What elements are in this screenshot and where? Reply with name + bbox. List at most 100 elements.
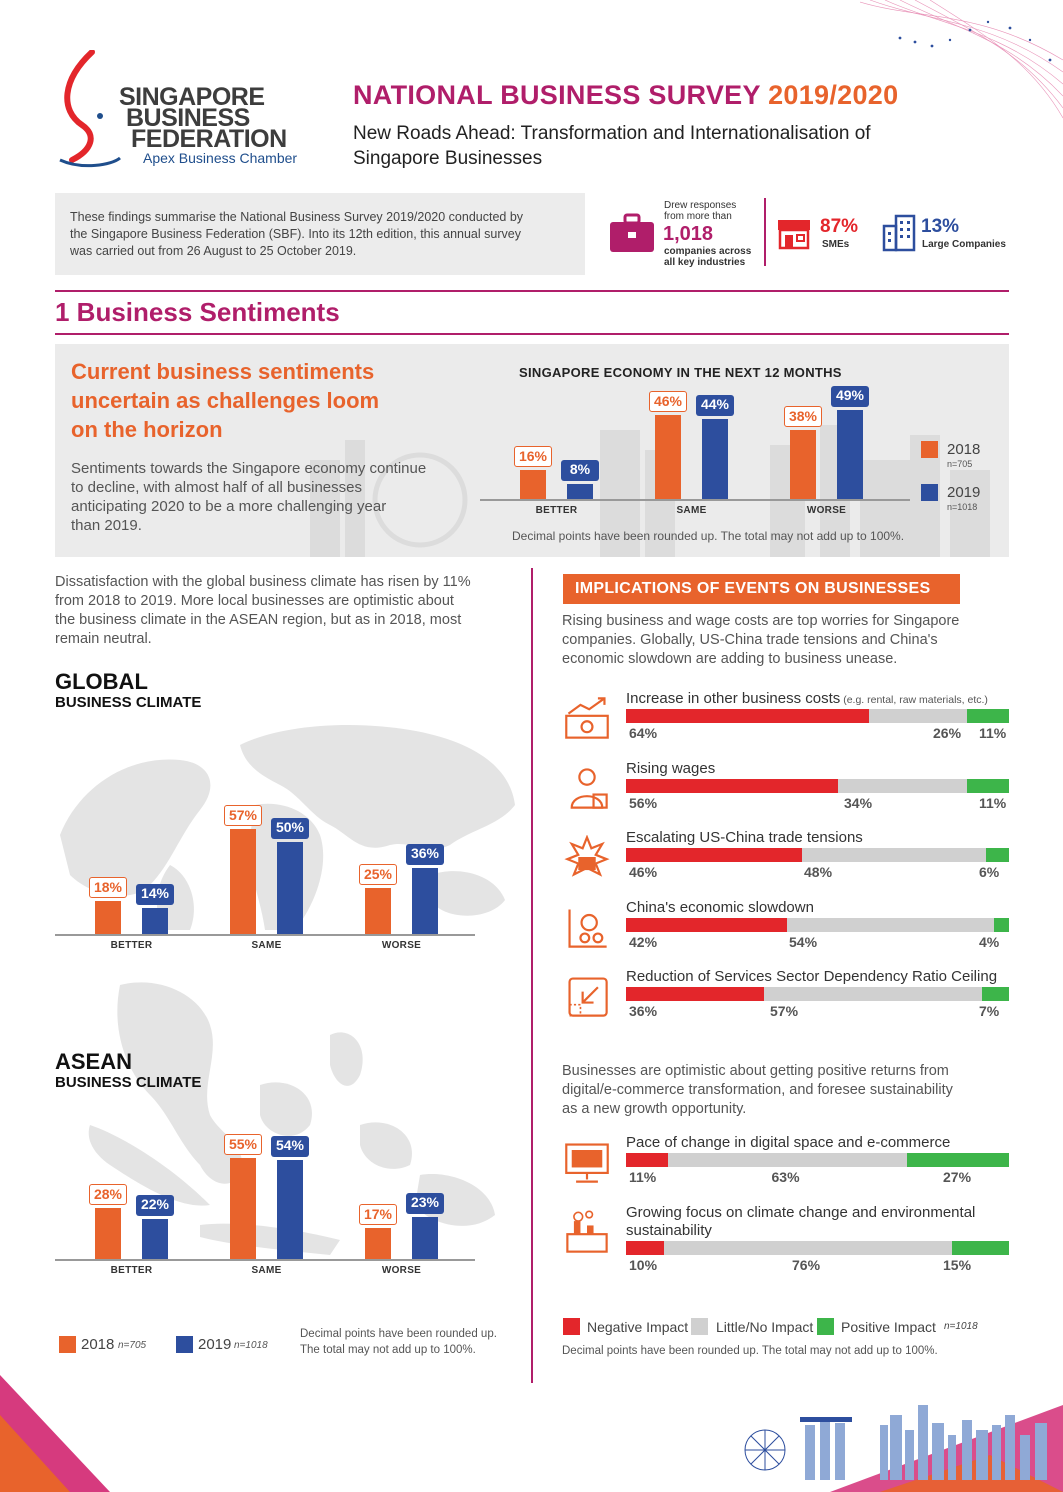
bar-label-2018-worse: 25% bbox=[359, 864, 397, 885]
page-title: NATIONAL BUSINESS SURVEY 2019/2020 bbox=[353, 80, 898, 111]
impact-bar-negative bbox=[626, 1241, 664, 1255]
bar-label-2018-same: 55% bbox=[224, 1134, 262, 1155]
impact-pct-negative: 64% bbox=[629, 725, 658, 741]
bar-label-2018-same: 46% bbox=[649, 391, 687, 412]
impact-bar-little bbox=[668, 1153, 907, 1167]
section-rule-top bbox=[55, 290, 1009, 292]
bar-label-2019-same: 50% bbox=[271, 818, 309, 839]
skyline-illustration bbox=[744, 1405, 1063, 1492]
bar-label-2018-better: 28% bbox=[89, 1184, 127, 1205]
intro-box bbox=[55, 193, 585, 275]
impact-bar-negative bbox=[626, 848, 802, 862]
impact-label-text-2: sustainability bbox=[626, 1222, 712, 1239]
impact-bar-positive bbox=[967, 779, 1009, 793]
sg-economy-chart: 16% 8% BETTER 46% 44% SAME 38% 49% WORSE bbox=[480, 385, 910, 520]
bar-2019-worse bbox=[412, 1217, 438, 1259]
stat-drew-line-2: from more than bbox=[664, 211, 732, 222]
intro-line-2: the Singapore Business Federation (SBF).… bbox=[70, 227, 521, 241]
impact-bar-negative bbox=[626, 779, 838, 793]
impact-pct-positive: 11% bbox=[979, 795, 1007, 811]
impact-label: Reduction of Services Sector Dependency … bbox=[626, 968, 1026, 986]
impact-bar-little bbox=[838, 779, 967, 793]
sg-chart-note: Decimal points have been rounded up. The… bbox=[512, 529, 905, 543]
sg-chart-title: SINGAPORE ECONOMY IN THE NEXT 12 MONTHS bbox=[519, 365, 842, 380]
legend-positive-swatch bbox=[817, 1318, 834, 1335]
ratio-ceiling-icon bbox=[568, 977, 608, 1017]
impact-bar-positive bbox=[952, 1241, 1009, 1255]
bar-2019-worse bbox=[412, 868, 438, 934]
trade-tensions-icon bbox=[564, 835, 610, 877]
legend-positive-label: Positive Impact bbox=[841, 1319, 936, 1335]
left-note-line-1: Decimal points have been rounded up. bbox=[300, 1328, 497, 1340]
bar-2018-better bbox=[95, 1208, 121, 1259]
asean-subtitle: BUSINESS CLIMATE bbox=[55, 1074, 202, 1091]
category-label-same: SAME bbox=[251, 1265, 282, 1276]
logo-line-2: BUSINESS bbox=[126, 104, 250, 132]
left-legend-2019-label: 2019 bbox=[198, 1336, 232, 1353]
bar-label-2019-better: 14% bbox=[136, 884, 174, 905]
left-para-line-1: Dissatisfaction with the global business… bbox=[55, 574, 471, 590]
impact-label: Pace of change in digital space and e-co… bbox=[626, 1134, 1026, 1152]
bar-2018-same bbox=[230, 829, 256, 934]
impact-label-detail: (e.g. rental, raw materials, etc.) bbox=[840, 694, 988, 706]
category-label-worse: WORSE bbox=[381, 940, 422, 951]
stat-drew-line-1: Drew responses bbox=[664, 200, 737, 211]
page-title-year: 2019/2020 bbox=[768, 80, 899, 110]
bar-2019-better bbox=[142, 908, 168, 934]
impact-pct-positive: 15% bbox=[943, 1257, 972, 1273]
sentiment-headline-line-2: uncertain as challenges loom bbox=[71, 388, 380, 413]
impact-bar-little bbox=[802, 848, 986, 862]
left-legend-2019-swatch bbox=[176, 1336, 193, 1353]
legend-n: n=1018 bbox=[944, 1321, 978, 1332]
impact-pct-negative: 56% bbox=[629, 795, 658, 811]
left-legend-2018-n: n=705 bbox=[118, 1340, 147, 1351]
right-intro-line-2: companies. Globally, US-China trade tens… bbox=[562, 632, 938, 648]
right-para2-line-1: Businesses are optimistic about getting … bbox=[562, 1063, 949, 1079]
impact-label-text: Rising wages bbox=[626, 760, 716, 777]
category-label-same: SAME bbox=[251, 940, 282, 951]
global-climate-chart: 18% 14% BETTER 57% 50% SAME 25% 36% WORSE bbox=[55, 800, 475, 960]
bar-2018-worse bbox=[790, 430, 816, 499]
impact-label: Escalating US-China trade tensions bbox=[626, 829, 1026, 847]
legend-negative-swatch bbox=[563, 1318, 580, 1335]
impact-bar-negative bbox=[626, 987, 764, 1001]
impact-label-text: China's economic slowdown bbox=[626, 899, 814, 916]
digital-ecommerce-icon bbox=[565, 1143, 609, 1183]
impact-pct-little: 54% bbox=[789, 934, 818, 950]
impact-pct-negative: 11% bbox=[629, 1169, 657, 1185]
page-subtitle-line-2: Singapore Businesses bbox=[353, 148, 543, 169]
global-title: GLOBAL bbox=[55, 669, 148, 694]
impact-pct-negative: 10% bbox=[629, 1257, 658, 1273]
bar-label-2019-worse: 23% bbox=[406, 1193, 444, 1214]
impact-bar-positive bbox=[967, 709, 1009, 723]
impact-label: Rising wages bbox=[626, 760, 1026, 778]
legend-little-label: Little/No Impact bbox=[716, 1319, 814, 1335]
bar-2018-better bbox=[95, 901, 121, 934]
bar-label-2018-better: 18% bbox=[89, 877, 127, 898]
chart-axis bbox=[55, 1259, 475, 1261]
decorative-corner-bottom-left bbox=[0, 1375, 110, 1492]
column-divider bbox=[531, 568, 533, 1383]
bar-2018-better bbox=[520, 470, 546, 499]
sg-legend-2018-n: n=705 bbox=[947, 459, 973, 469]
bar-label-2019-worse: 36% bbox=[406, 844, 444, 865]
impact-label: China's economic slowdown bbox=[626, 899, 1026, 917]
business-costs-icon bbox=[565, 697, 609, 739]
asean-climate-chart: 28% 22% BETTER 55% 54% SAME 17% 23% WORSE bbox=[55, 1125, 475, 1285]
stat-large-label: Large Companies bbox=[922, 239, 1006, 250]
category-label-better: BETTER bbox=[110, 940, 153, 951]
building-icon bbox=[882, 214, 916, 252]
climate-factory-icon bbox=[566, 1210, 608, 1253]
page-title-text: NATIONAL BUSINESS SURVEY bbox=[353, 80, 761, 110]
bar-label-2019-same: 44% bbox=[696, 395, 734, 416]
bar-2019-same bbox=[702, 419, 728, 499]
left-para-line-3: the business climate in the ASEAN region… bbox=[55, 612, 462, 628]
legend-negative-label: Negative Impact bbox=[587, 1319, 689, 1335]
sg-legend-2018-swatch bbox=[921, 441, 938, 458]
category-label-worse: WORSE bbox=[381, 1265, 422, 1276]
impact-pct-positive: 27% bbox=[943, 1169, 972, 1185]
impact-bar-little bbox=[664, 1241, 952, 1255]
intro-line-3: was carried out from 26 August to 25 Oct… bbox=[70, 244, 357, 258]
legend-little-swatch bbox=[691, 1318, 708, 1335]
impact-label-text: Escalating US-China trade tensions bbox=[626, 829, 863, 846]
